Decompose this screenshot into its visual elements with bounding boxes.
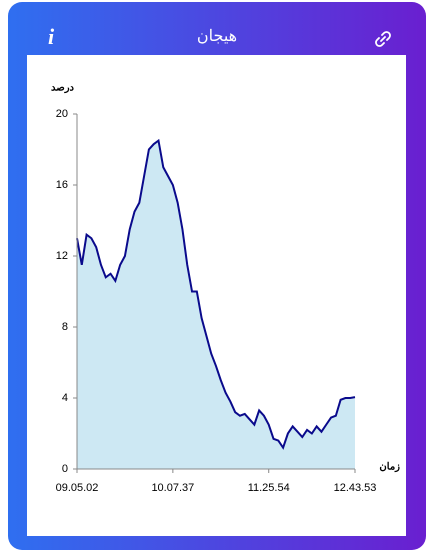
y-tick-label: 12 bbox=[56, 250, 68, 262]
y-axis-label: درصد bbox=[51, 83, 75, 94]
line bbox=[76, 138, 356, 450]
y-tick-label: 8 bbox=[62, 321, 68, 333]
area-fill bbox=[77, 140, 355, 469]
x-tick-label: 09.05.02 bbox=[56, 482, 99, 494]
x-axis-label: زمان bbox=[379, 462, 400, 473]
info-button[interactable]: i bbox=[48, 24, 55, 49]
y-tick-label: 16 bbox=[56, 179, 68, 191]
y-tick-label: 4 bbox=[62, 392, 68, 404]
y-tick-label: 20 bbox=[56, 108, 68, 120]
y-tick-label: 0 bbox=[62, 463, 68, 475]
link-icon[interactable] bbox=[374, 30, 392, 48]
x-tick-label: 11.25.54 bbox=[248, 482, 290, 494]
x-tick-label: 10.07.37 bbox=[151, 482, 194, 494]
x-tick-label: 12.43.53 bbox=[334, 482, 377, 494]
header-title: هیجان bbox=[196, 28, 238, 45]
